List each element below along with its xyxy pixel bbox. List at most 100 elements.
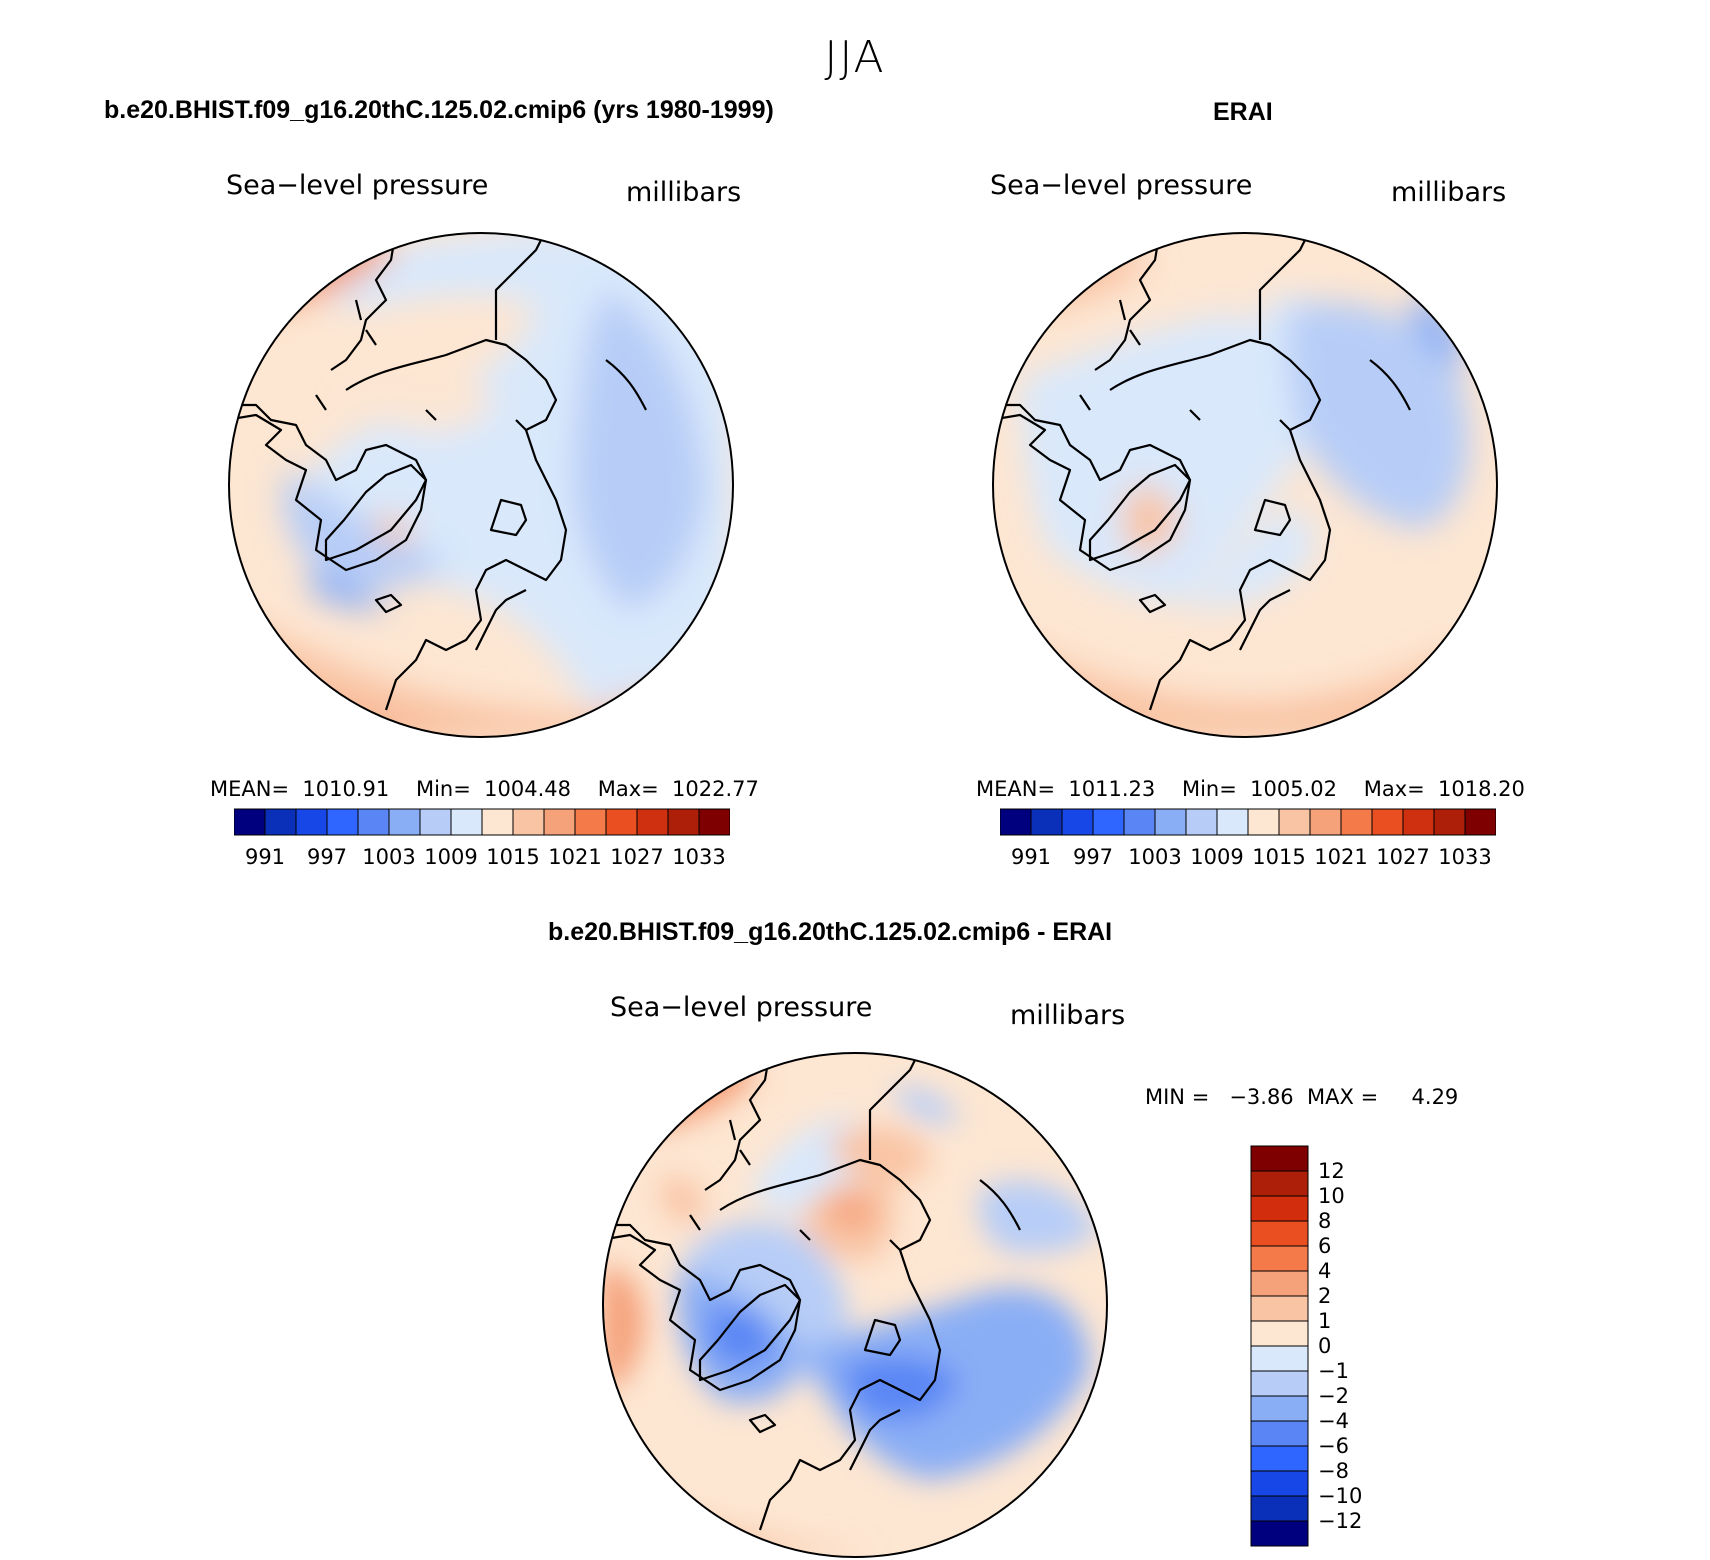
colorbar-swatch [1216,808,1249,836]
colorbar-swatch [1340,808,1373,836]
colorbar-swatch [1000,808,1032,836]
colorbar-label: 991 [245,845,285,869]
panel-1-units: millibars [626,177,742,208]
panel-2-map [992,232,1498,738]
colorbar-label: 997 [307,845,347,869]
panel-3-variable: Sea−level pressure [610,992,873,1023]
panel-1-stats: MEAN= 1010.91 Min= 1004.48 Max= 1022.77 [210,777,759,801]
colorbar-swatch [1250,1470,1309,1497]
colorbar-swatch [357,808,390,836]
coastlines [229,233,647,711]
panel-1-title: b.e20.BHIST.f09_g16.20thC.125.02.cmip6 (… [104,96,774,124]
colorbar-swatch [388,808,421,836]
colorbar-label: 8 [1318,1209,1331,1233]
colorbar-swatch [1185,808,1218,836]
panel-1-variable: Sea−level pressure [226,170,489,201]
colorbar-swatch [543,808,576,836]
panel-3-title: b.e20.BHIST.f09_g16.20thC.125.02.cmip6 -… [548,918,1113,946]
coastlines [603,1053,1021,1531]
colorbar-labels: 991 997 1003 1009 1015 1021 1027 1033 [1011,845,1492,869]
colorbar-swatch [1371,808,1404,836]
colorbar-swatch [574,808,607,836]
colorbar-swatch [1154,808,1187,836]
colorbar-swatch [1250,1145,1309,1172]
colorbar-label: 1027 [610,845,663,869]
negative-anomaly-core [710,1307,775,1365]
colorbar-swatch [636,808,669,836]
colorbar-swatch [1030,808,1063,836]
colorbar-label: −1 [1318,1359,1349,1383]
colorbar-swatch [234,808,266,836]
colorbar-swatch [1250,1295,1309,1322]
colorbar-label: 0 [1318,1334,1331,1358]
colorbar-label: 4 [1318,1259,1331,1283]
panel-3-colorbar: 12 10 8 6 4 2 1 0 −1 −2 −4 −6 −8 −10 −12 [1250,1145,1362,1547]
colorbar-label: −6 [1318,1434,1349,1458]
colorbar-swatch [1250,1320,1309,1347]
panel-3-map [602,1052,1108,1558]
panel-2-title: ERAI [1213,98,1273,126]
colorbar-swatch [1250,1170,1309,1197]
colorbar-boxes [234,808,730,836]
colorbar-swatch [1250,1370,1309,1397]
season-title: JJA [824,32,886,83]
colorbar-label: 1027 [1376,845,1429,869]
colorbar-labels: 12 10 8 6 4 2 1 0 −1 −2 −4 −6 −8 −10 −12 [1318,1159,1362,1533]
panel-2-variable: Sea−level pressure [990,170,1253,201]
colorbar-swatch [605,808,638,836]
colorbar-label: 1033 [672,845,725,869]
colorbar-swatch [1250,1345,1309,1372]
colorbar-label: −8 [1318,1459,1349,1483]
colorbar-label: 1003 [1128,845,1181,869]
colorbar-swatch [1250,1445,1309,1472]
colorbar-swatch [1309,808,1342,836]
colorbar-swatch [450,808,483,836]
colorbar-label: −12 [1318,1509,1362,1533]
colorbar-swatch [419,808,452,836]
colorbar-swatch [1278,808,1311,836]
colorbar-label: 1009 [1190,845,1243,869]
panel-1-colorbar: 991 997 1003 1009 1015 1021 1027 1033 [234,808,730,869]
low-pressure-zone [1020,296,1333,602]
low-pressure-core [573,290,706,610]
colorbar-label: 6 [1318,1234,1331,1258]
colorbar-swatch [295,808,328,836]
coastlines [993,233,1411,711]
colorbar-swatch [1247,808,1280,836]
colorbar-swatch [1250,1220,1309,1247]
colorbar-swatch [481,808,514,836]
panel-3-stats: MIN = −3.86 MAX = 4.29 [1145,1085,1459,1109]
colorbar-label: −2 [1318,1384,1349,1408]
colorbar-swatch [667,808,700,836]
colorbar-swatch [1402,808,1435,836]
panel-3-units: millibars [1010,1000,1126,1031]
colorbar-label: 1021 [1314,845,1367,869]
colorbar-label: 1 [1318,1309,1331,1333]
panel-2-colorbar: 991 997 1003 1009 1015 1021 1027 1033 [1000,808,1496,869]
colorbar-boxes [1000,808,1496,836]
colorbar-label: 1033 [1438,845,1491,869]
panel-1-map [228,232,734,738]
colorbar-swatch [1250,1245,1309,1272]
colorbar-swatch [1061,808,1094,836]
colorbar-swatch [512,808,545,836]
colorbar-label: 1009 [424,845,477,869]
colorbar-label: 1021 [548,845,601,869]
colorbar-label: 1003 [362,845,415,869]
colorbar-swatch [1092,808,1125,836]
colorbar-swatch [1464,808,1496,836]
colorbar-swatch [1250,1270,1309,1297]
colorbar-swatch [1250,1495,1309,1522]
panel-2-units: millibars [1391,177,1507,208]
colorbar-swatch [1250,1420,1309,1447]
colorbar-swatch [326,808,359,836]
colorbar-boxes [1250,1145,1309,1547]
colorbar-label: 997 [1073,845,1113,869]
colorbar-label: 12 [1318,1159,1345,1183]
positive-anomaly-core [825,1195,875,1227]
colorbar-label: −10 [1318,1484,1362,1508]
colorbar-label: 10 [1318,1184,1345,1208]
colorbar-swatch [1250,1195,1309,1222]
colorbar-label: 991 [1011,845,1051,869]
colorbar-swatch [1250,1395,1309,1422]
